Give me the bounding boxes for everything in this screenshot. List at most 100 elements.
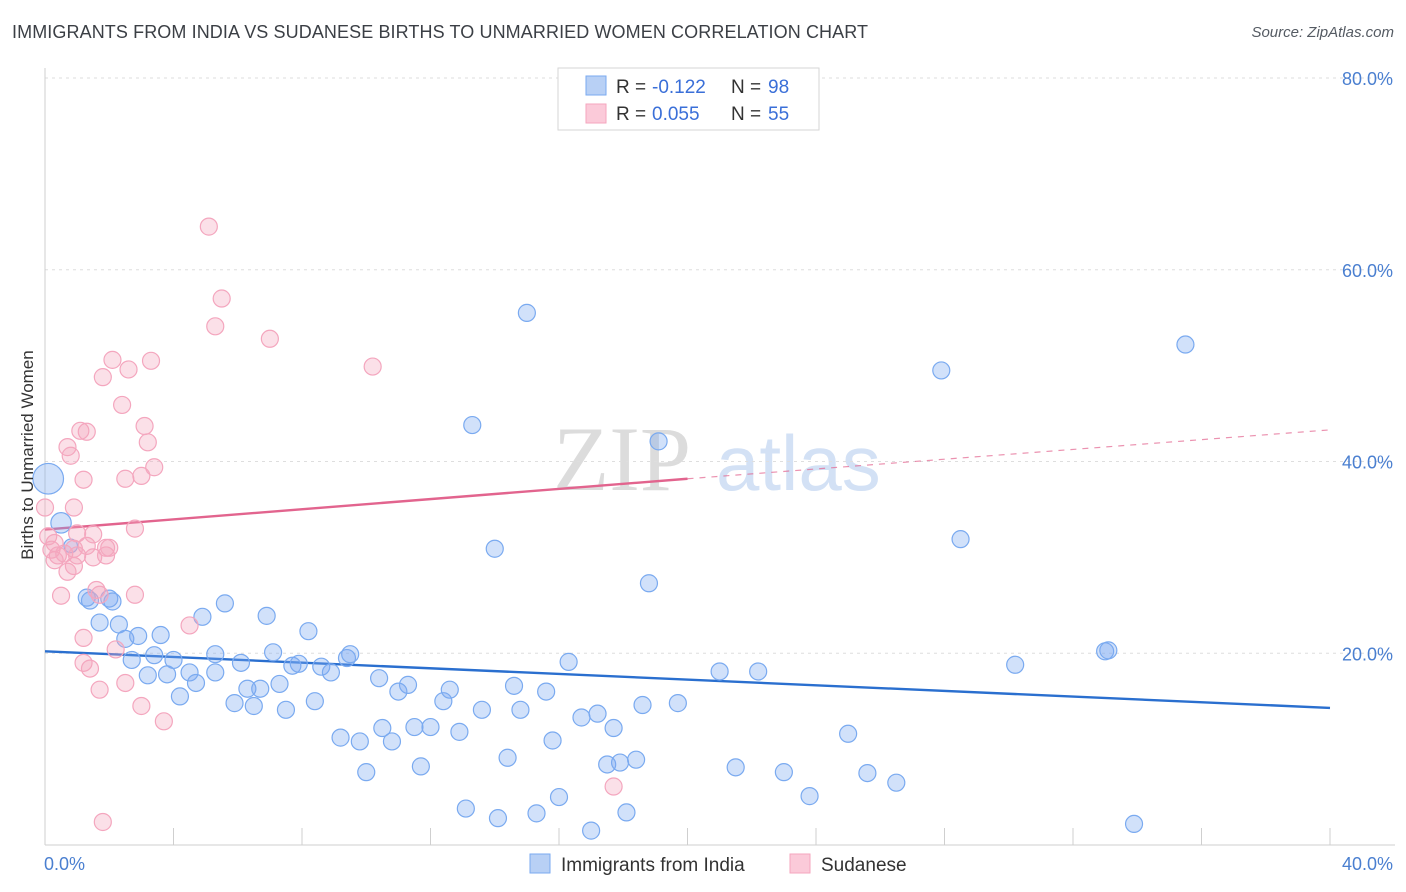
data-point [93, 368, 112, 387]
data-point [389, 682, 408, 701]
data-point [51, 586, 71, 605]
data-point [129, 626, 148, 646]
data-point [212, 289, 231, 308]
data-point [331, 728, 350, 747]
data-points [32, 217, 1195, 840]
data-point [498, 748, 517, 767]
data-point [125, 519, 145, 538]
data-point [100, 589, 119, 608]
data-point [710, 662, 729, 681]
data-point [145, 458, 164, 477]
data-point [77, 536, 96, 555]
data-point [170, 687, 190, 706]
bottom-legend-label-sudanese: Sudanese [821, 855, 907, 876]
tick-labels: 20.0% 40.0% 60.0% 80.0% 0.0% 40.0% [44, 69, 1393, 874]
data-point [132, 466, 151, 485]
legend-n-label-sudanese: N = [731, 104, 761, 125]
data-point [610, 753, 630, 772]
data-point [341, 645, 360, 664]
data-point [87, 580, 106, 600]
data-point [405, 717, 424, 737]
data-point [80, 659, 100, 678]
data-point [421, 717, 440, 737]
data-point [68, 524, 87, 543]
data-point [106, 640, 125, 659]
data-point [504, 676, 524, 695]
data-point [84, 525, 103, 544]
data-point [289, 654, 308, 673]
data-point [858, 763, 877, 783]
bottom-legend-label-india: Immigrants from India [561, 855, 745, 876]
data-point [1124, 814, 1144, 834]
data-point [154, 712, 173, 731]
legend-swatch-india [585, 75, 607, 96]
legend-n-label-india: N = [731, 77, 761, 98]
trend-line-sudanese [44, 477, 688, 531]
data-point [251, 679, 270, 698]
data-point [270, 674, 289, 694]
y-tick-label: 20.0% [1342, 644, 1393, 664]
legend-n-value-sudanese: 55 [768, 104, 789, 125]
data-point [206, 645, 225, 664]
data-point [543, 731, 562, 750]
data-point [68, 546, 87, 565]
data-point [1006, 655, 1025, 674]
legend-r-value-india: -0.122 [652, 77, 706, 98]
series-india [32, 303, 1195, 840]
data-point [35, 498, 55, 517]
data-point [456, 799, 475, 818]
data-point [411, 757, 430, 776]
data-point [488, 809, 508, 828]
legend-swatch-sudanese [585, 103, 607, 124]
data-point [472, 700, 491, 719]
data-point [276, 700, 296, 719]
data-point [100, 538, 119, 557]
data-point [511, 700, 530, 719]
bottom-legend: Immigrants from India Sudanese [529, 853, 907, 876]
data-point [125, 585, 145, 604]
trend-lines [44, 429, 1331, 710]
series-sudanese [35, 217, 623, 832]
data-point [225, 694, 244, 713]
data-point [373, 718, 392, 738]
data-point [206, 317, 225, 336]
data-point [257, 606, 276, 625]
data-point [93, 812, 112, 832]
watermark-atlas: atlas [716, 419, 881, 507]
data-point [951, 530, 970, 549]
data-point [932, 361, 951, 380]
data-point [839, 724, 858, 743]
y-axis-label: Births to Unmarried Women [18, 350, 37, 559]
y-tick-label: 60.0% [1342, 261, 1393, 281]
data-point [244, 696, 263, 716]
data-point [48, 546, 67, 565]
data-point [604, 777, 623, 796]
data-point [517, 303, 536, 322]
data-point [77, 422, 96, 441]
data-point [164, 650, 183, 670]
chart-source: Source: ZipAtlas.com [1251, 24, 1394, 41]
data-point [537, 682, 556, 701]
data-point [32, 462, 65, 495]
data-point [71, 421, 90, 440]
data-point [559, 652, 578, 671]
data-point [193, 607, 212, 626]
bottom-legend-swatch-india [529, 853, 551, 874]
data-point [450, 722, 469, 741]
data-point [90, 680, 109, 699]
y-tick-label: 80.0% [1342, 69, 1393, 89]
data-point [90, 613, 109, 632]
data-point [588, 704, 607, 723]
data-point [357, 763, 376, 782]
data-point [1176, 335, 1195, 354]
data-point [626, 750, 646, 769]
legend-n-value-india: 98 [768, 77, 789, 98]
data-point [370, 669, 389, 688]
data-point [887, 773, 906, 792]
data-point [61, 446, 80, 465]
data-point [39, 527, 58, 546]
data-point [649, 432, 668, 451]
data-point [434, 692, 453, 711]
data-point [1099, 641, 1118, 660]
data-point [604, 718, 623, 738]
